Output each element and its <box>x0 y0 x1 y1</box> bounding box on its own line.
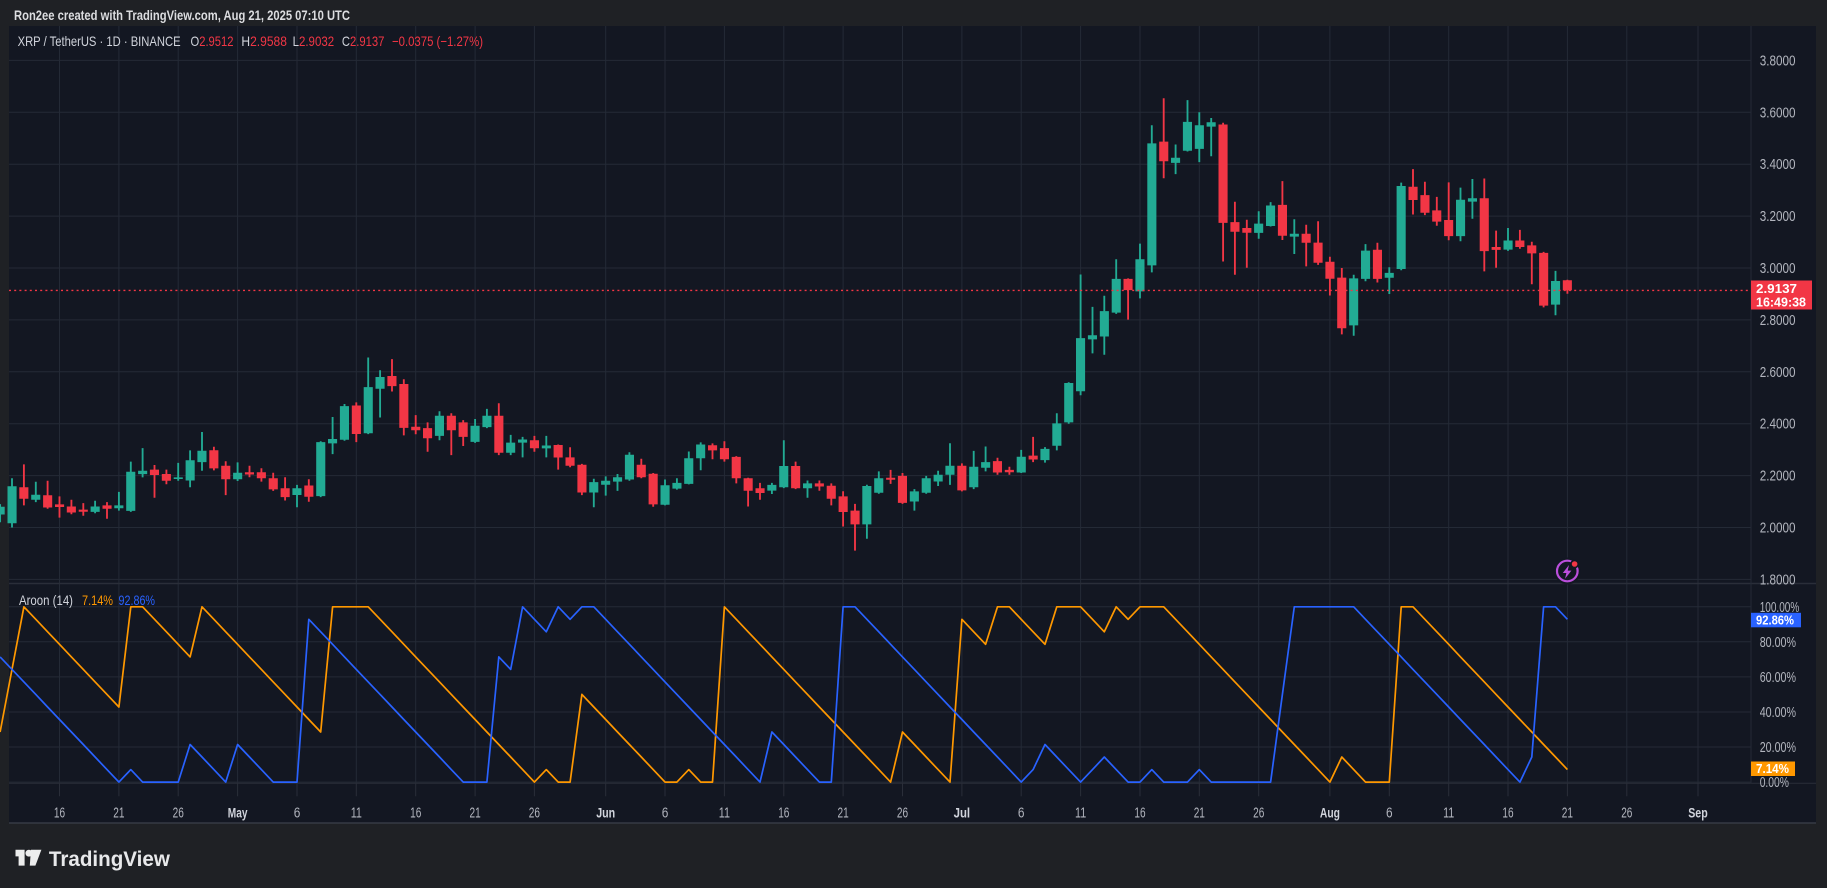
svg-text:May: May <box>228 805 248 821</box>
svg-text:Jun: Jun <box>596 805 615 821</box>
svg-text:16:49:38: 16:49:38 <box>1756 295 1806 310</box>
svg-text:26: 26 <box>173 806 184 822</box>
svg-text:7.14%: 7.14% <box>1756 761 1789 776</box>
svg-text:2.6000: 2.6000 <box>1760 365 1796 381</box>
svg-text:2.0000: 2.0000 <box>1760 521 1796 537</box>
svg-text:6: 6 <box>662 806 669 822</box>
svg-text:21: 21 <box>1562 806 1573 822</box>
svg-text:XRP / TetherUS · 1D · BINANCE: XRP / TetherUS · 1D · BINANCE <box>18 33 181 49</box>
svg-text:2.9137: 2.9137 <box>1756 281 1797 296</box>
svg-text:26: 26 <box>897 806 908 822</box>
svg-text:16: 16 <box>778 806 789 822</box>
svg-text:1.8000: 1.8000 <box>1760 572 1796 588</box>
svg-text:16: 16 <box>1134 806 1145 822</box>
svg-text:3.4000: 3.4000 <box>1760 157 1796 173</box>
svg-text:Aroon (14): Aroon (14) <box>19 593 73 608</box>
svg-text:3.8000: 3.8000 <box>1760 53 1796 69</box>
svg-text:40.00%: 40.00% <box>1760 705 1796 721</box>
svg-text:11: 11 <box>1443 806 1454 822</box>
svg-text:3.6000: 3.6000 <box>1760 105 1796 121</box>
svg-text:60.00%: 60.00% <box>1760 670 1796 686</box>
svg-text:92.86%: 92.86% <box>119 593 156 608</box>
svg-text:11: 11 <box>1075 806 1086 822</box>
svg-text:21: 21 <box>838 806 849 822</box>
svg-text:26: 26 <box>1621 806 1632 822</box>
svg-text:6: 6 <box>294 806 301 822</box>
svg-text:6: 6 <box>1018 806 1025 822</box>
svg-text:26: 26 <box>1253 806 1264 822</box>
svg-text:TradingView: TradingView <box>49 848 171 871</box>
svg-text:Ron2ee created with TradingVie: Ron2ee created with TradingView.com, Aug… <box>14 7 350 23</box>
svg-text:3.2000: 3.2000 <box>1760 209 1796 225</box>
svg-text:21: 21 <box>470 806 481 822</box>
svg-text:80.00%: 80.00% <box>1760 635 1796 651</box>
svg-text:16: 16 <box>410 806 421 822</box>
svg-text:C2.9137: C2.9137 <box>342 33 385 49</box>
svg-text:Sep: Sep <box>1688 805 1708 821</box>
svg-text:Jul: Jul <box>954 805 971 821</box>
svg-text:O2.9512: O2.9512 <box>191 33 234 49</box>
svg-text:0.00%: 0.00% <box>1760 775 1789 791</box>
svg-text:11: 11 <box>351 806 362 822</box>
svg-text:100.00%: 100.00% <box>1760 600 1800 616</box>
svg-text:11: 11 <box>719 806 730 822</box>
svg-text:2.8000: 2.8000 <box>1760 313 1796 329</box>
svg-text:6: 6 <box>1386 806 1393 822</box>
svg-text:H2.9588: H2.9588 <box>241 33 287 49</box>
svg-text:Aug: Aug <box>1320 805 1340 821</box>
svg-text:2.4000: 2.4000 <box>1760 417 1796 433</box>
svg-text:2.2000: 2.2000 <box>1760 469 1796 485</box>
svg-text:26: 26 <box>529 806 540 822</box>
svg-text:16: 16 <box>1502 806 1513 822</box>
svg-text:−0.0375 (−1.27%): −0.0375 (−1.27%) <box>392 33 483 49</box>
svg-text:L2.9032: L2.9032 <box>293 33 335 49</box>
svg-text:7.14%: 7.14% <box>82 593 113 608</box>
svg-text:20.00%: 20.00% <box>1760 740 1796 756</box>
svg-text:16: 16 <box>54 806 65 822</box>
svg-text:21: 21 <box>113 806 124 822</box>
svg-text:92.86%: 92.86% <box>1756 613 1794 628</box>
svg-text:3.0000: 3.0000 <box>1760 261 1796 277</box>
svg-text:21: 21 <box>1194 806 1205 822</box>
